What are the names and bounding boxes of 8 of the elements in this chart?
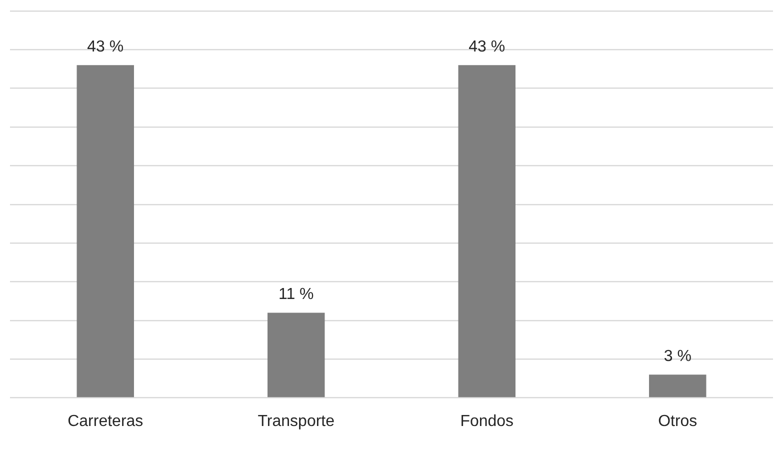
x-tick-label: Otros xyxy=(658,412,698,430)
x-tick-label: Transporte xyxy=(258,412,335,430)
x-tick-label: Fondos xyxy=(460,412,514,430)
data-label: 43 % xyxy=(468,38,506,56)
x-tick-label: Carreteras xyxy=(68,412,144,430)
data-label: 3 % xyxy=(664,348,692,365)
data-label: 11 % xyxy=(278,286,314,304)
data-label: 43 % xyxy=(87,38,124,56)
